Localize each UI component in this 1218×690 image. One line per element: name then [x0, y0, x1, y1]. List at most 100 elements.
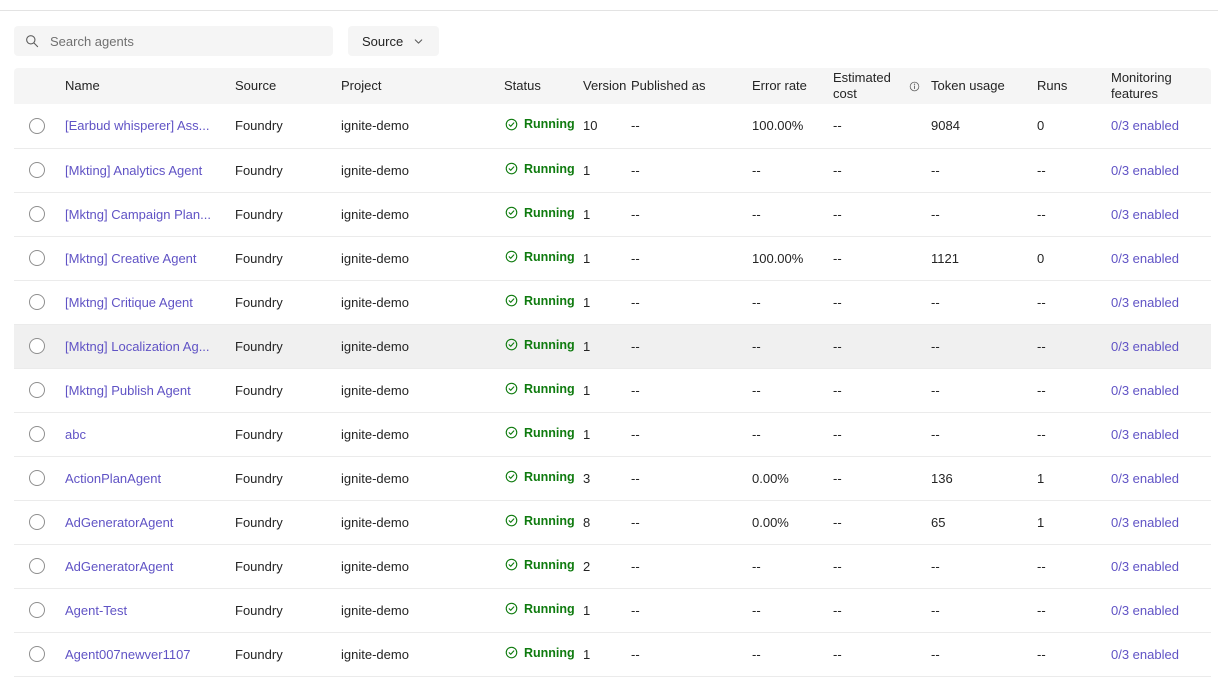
cell-status: Running	[504, 280, 583, 324]
agent-name-link[interactable]: [Mktng] Creative Agent	[65, 250, 197, 266]
row-select-radio[interactable]	[29, 250, 45, 267]
monitoring-features-link[interactable]: 0/3 enabled	[1111, 294, 1179, 310]
row-select-radio[interactable]	[29, 514, 45, 531]
cell-status: Running	[504, 236, 583, 280]
cell-error-rate: --	[752, 558, 761, 574]
row-select-radio[interactable]	[29, 118, 45, 135]
search-input[interactable]	[48, 32, 323, 50]
cell-status: Running	[504, 324, 583, 368]
table-row[interactable]: [Mktng] Creative Agent Foundry ignite-demo…	[14, 236, 1211, 280]
table-row[interactable]: [Mkting] Analytics Agent Foundry ignite-de…	[14, 148, 1211, 192]
status-label: Running	[524, 425, 575, 440]
row-select-radio[interactable]	[29, 426, 45, 443]
column-header-status[interactable]: Status	[504, 68, 583, 104]
table-row[interactable]: [Mktng] Publish Agent Foundry ignite-demo R…	[14, 368, 1211, 412]
agent-name-link[interactable]: [Mktng] Critique Agent	[65, 294, 193, 310]
cell-select	[14, 236, 65, 280]
estimated-cost-header-content: Estimated cost	[833, 70, 921, 102]
check-circle-icon	[504, 425, 519, 440]
table-row[interactable]: [Earbud whisperer] Ass... Foundry ignite-d…	[14, 104, 1211, 148]
row-select-radio[interactable]	[29, 294, 45, 311]
monitoring-features-link[interactable]: 0/3 enabled	[1111, 250, 1179, 266]
row-select-radio[interactable]	[29, 206, 45, 223]
row-select-radio[interactable]	[29, 382, 45, 399]
row-select-radio[interactable]	[29, 602, 45, 619]
cell-monitoring: 0/3 enabled	[1111, 192, 1211, 236]
source-filter-button[interactable]: Source	[348, 26, 440, 56]
agent-name-link[interactable]: AdGeneratorAgent	[65, 514, 174, 530]
agent-name-link[interactable]: ActionPlanAgent	[65, 470, 162, 486]
row-select-radio[interactable]	[29, 338, 45, 355]
column-header-error-rate[interactable]: Error rate	[752, 68, 833, 104]
agent-name-link[interactable]: [Mktng] Campaign Plan...	[65, 206, 211, 222]
agent-name-link[interactable]: Agent-Test	[65, 602, 128, 618]
table-row[interactable]: [Mktng] Campaign Plan... Foundry ignite-de…	[14, 192, 1211, 236]
status-badge: Running	[504, 469, 575, 484]
agent-name-link[interactable]: AdGeneratorAgent	[65, 558, 174, 574]
agent-name-link[interactable]: abc	[65, 426, 86, 442]
agent-name-link[interactable]: Agent007newver1107	[65, 646, 191, 662]
table-row[interactable]: ActionPlanAgent Foundry ignite-demo Running…	[14, 456, 1211, 500]
cell-monitoring: 0/3 enabled	[1111, 632, 1211, 676]
monitoring-features-link[interactable]: 0/3 enabled	[1111, 426, 1179, 442]
monitoring-features-link[interactable]: 0/3 enabled	[1111, 470, 1179, 486]
agent-name-link[interactable]: [Mktng] Localization Ag...	[65, 338, 210, 354]
cell-name: [Mktng] Creative Agent	[65, 236, 235, 280]
column-header-token-usage[interactable]: Token usage	[931, 68, 1037, 104]
cell-source: Foundry	[235, 602, 283, 618]
cell-name: ActionPlanAgent	[65, 456, 235, 500]
monitoring-features-link[interactable]: 0/3 enabled	[1111, 646, 1179, 662]
info-icon[interactable]	[908, 80, 921, 93]
column-header-project[interactable]: Project	[341, 68, 504, 104]
table-row[interactable]: [Mktng] Critique Agent Foundry ignite-demo…	[14, 280, 1211, 324]
column-header-version[interactable]: Version	[583, 68, 631, 104]
row-select-radio[interactable]	[29, 470, 45, 487]
table-row[interactable]: Agent007newver1107 Foundry ignite-demo Runn…	[14, 632, 1211, 676]
check-circle-icon	[504, 249, 519, 264]
cell-select	[14, 632, 65, 676]
column-header-monitoring[interactable]: Monitoring features	[1111, 68, 1211, 104]
table-row[interactable]: abc Foundry ignite-demo Running 1 -- -- -- -- -- 0…	[14, 412, 1211, 456]
monitoring-features-link[interactable]: 0/3 enabled	[1111, 338, 1179, 354]
cell-name: AdGeneratorAgent	[65, 544, 235, 588]
column-header-estimated-cost[interactable]: Estimated cost	[833, 68, 931, 104]
table-row[interactable]: Agent-Test Foundry ignite-demo Running 1 -- --…	[14, 588, 1211, 632]
table-row[interactable]: AdGeneratorAgent Foundry ignite-demo Runnin…	[14, 544, 1211, 588]
monitoring-features-link[interactable]: 0/3 enabled	[1111, 558, 1179, 574]
monitoring-features-link[interactable]: 0/3 enabled	[1111, 206, 1179, 222]
cell-source: Foundry	[235, 338, 283, 354]
column-header-name[interactable]: Name	[65, 68, 235, 104]
column-header-published-as[interactable]: Published as	[631, 68, 752, 104]
status-badge: Running	[504, 513, 575, 528]
check-circle-icon	[504, 337, 519, 352]
cell-runs: --	[1037, 602, 1046, 618]
row-select-radio[interactable]	[29, 646, 45, 663]
column-header-source[interactable]: Source	[235, 68, 341, 104]
cell-monitoring: 0/3 enabled	[1111, 236, 1211, 280]
cell-published-as: --	[631, 382, 640, 398]
search-box[interactable]	[14, 26, 333, 56]
monitoring-features-link[interactable]: 0/3 enabled	[1111, 382, 1179, 398]
monitoring-features-link[interactable]: 0/3 enabled	[1111, 118, 1179, 134]
monitoring-features-link[interactable]: 0/3 enabled	[1111, 514, 1179, 530]
cell-version: 1	[583, 206, 591, 222]
agent-name-link[interactable]: [Earbud whisperer] Ass...	[65, 118, 210, 134]
cell-error-rate: --	[752, 162, 761, 178]
column-label: Monitoring features	[1111, 70, 1172, 101]
cell-estimated-cost: --	[833, 558, 842, 574]
table-row[interactable]: AdGeneratorAgent Foundry ignite-demo Runnin…	[14, 500, 1211, 544]
row-select-radio[interactable]	[29, 162, 45, 179]
monitoring-features-link[interactable]: 0/3 enabled	[1111, 602, 1179, 618]
agent-name-link[interactable]: [Mkting] Analytics Agent	[65, 162, 203, 178]
cell-runs: 1	[1037, 514, 1045, 530]
monitoring-features-link[interactable]: 0/3 enabled	[1111, 162, 1179, 178]
cell-published-as: --	[631, 558, 640, 574]
status-badge: Running	[504, 205, 575, 220]
cell-error-rate: 100.00%	[752, 118, 804, 134]
table-row[interactable]: [Mktng] Localization Ag... Foundry ignite-…	[14, 324, 1211, 368]
column-header-runs[interactable]: Runs	[1037, 68, 1111, 104]
cell-runs: 1	[1037, 470, 1045, 486]
cell-token-usage: --	[931, 294, 940, 310]
agent-name-link[interactable]: [Mktng] Publish Agent	[65, 382, 191, 398]
row-select-radio[interactable]	[29, 558, 45, 575]
